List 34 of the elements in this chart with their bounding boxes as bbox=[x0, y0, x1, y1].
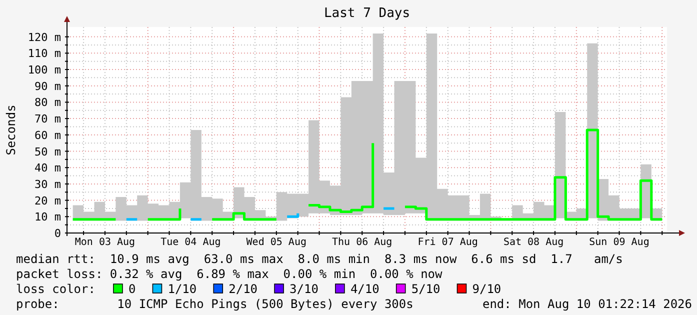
text: packet loss: 0.32 % avg 6.89 % max 0.00 % min 0.00 % now bbox=[16, 267, 444, 281]
y-tick-label: 100 m bbox=[28, 64, 62, 77]
legend-label: 2/10 bbox=[228, 282, 258, 296]
y-tick-label: 40 m bbox=[34, 162, 62, 175]
y-tick-label: 0 bbox=[54, 227, 61, 240]
text: median rtt: 10.9 ms avg 63.0 ms max 8.0 ms min 8.3 ms now 6.6 ms sd 1.7 am/s bbox=[16, 252, 623, 266]
chart-title: Last 7 Days bbox=[324, 6, 410, 21]
legend-label: 3/10 bbox=[290, 282, 318, 296]
x-tick-label: Sun 09 Aug bbox=[589, 237, 650, 248]
text: probe: 10 ICMP Echo Pings (500 Bytes) every 300s bbox=[16, 297, 414, 311]
legend-label: 1/10 bbox=[168, 282, 197, 296]
y-tick-label: 80 m bbox=[34, 96, 62, 110]
legend-label: 4/10 bbox=[350, 282, 380, 296]
text: end: Mon Aug 10 01:22:14 2026 bbox=[482, 297, 692, 311]
legend-label: 5/10 bbox=[411, 282, 440, 296]
y-tick-label: 20 m bbox=[34, 194, 62, 208]
legend-label: 9/10 bbox=[472, 282, 502, 296]
x-tick-label: Wed 05 Aug bbox=[246, 237, 307, 248]
y-tick-label: 70 m bbox=[34, 112, 62, 126]
y-tick-label: 30 m bbox=[34, 178, 62, 191]
y-tick-label: 110 m bbox=[28, 47, 62, 60]
y-tick-label: 10 m bbox=[34, 210, 62, 224]
x-tick-label: Mon 03 Aug bbox=[74, 237, 136, 248]
y-tick-label: 50 m bbox=[34, 145, 62, 158]
x-tick-label: Fri 07 Aug bbox=[418, 237, 478, 248]
x-tick-label: Tue 04 Aug bbox=[160, 237, 221, 248]
x-tick-label: Thu 06 Aug bbox=[332, 237, 392, 248]
y-tick-label: 90 m bbox=[34, 80, 62, 93]
legend-label: 0 bbox=[128, 282, 136, 296]
y-axis-title: Seconds bbox=[4, 104, 18, 156]
legend-title: loss color: bbox=[16, 282, 96, 296]
x-tick-label: Sat 08 Aug bbox=[503, 237, 564, 248]
y-tick-label: 60 m bbox=[34, 128, 62, 142]
y-tick-label: 120 m bbox=[28, 30, 62, 44]
